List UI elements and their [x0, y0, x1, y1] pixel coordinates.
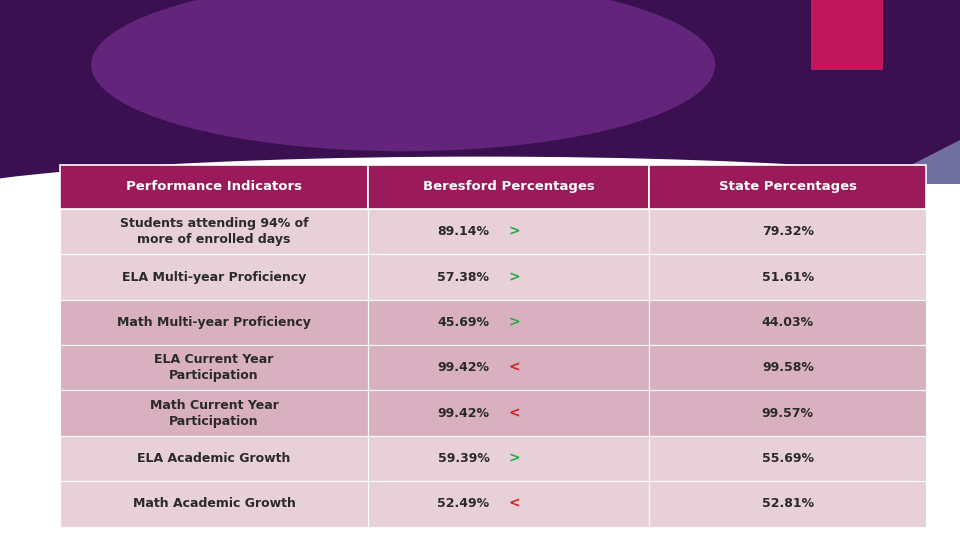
FancyBboxPatch shape [60, 345, 368, 390]
FancyBboxPatch shape [368, 165, 649, 209]
FancyBboxPatch shape [60, 300, 368, 345]
FancyBboxPatch shape [649, 165, 926, 209]
Text: ELA Current Year
Participation: ELA Current Year Participation [155, 353, 274, 382]
FancyBboxPatch shape [60, 390, 368, 436]
Text: 99.42%: 99.42% [438, 407, 490, 420]
FancyBboxPatch shape [368, 481, 649, 526]
FancyBboxPatch shape [0, 0, 960, 205]
Text: 99.57%: 99.57% [762, 407, 814, 420]
FancyBboxPatch shape [368, 390, 649, 436]
Text: 52.81%: 52.81% [762, 497, 814, 510]
FancyBboxPatch shape [811, 0, 883, 70]
Text: ELA Multi-year Proficiency: ELA Multi-year Proficiency [122, 271, 306, 284]
Ellipse shape [0, 157, 960, 254]
FancyBboxPatch shape [60, 165, 368, 209]
Text: Math Current Year
Participation: Math Current Year Participation [150, 399, 278, 428]
Text: Math Multi-year Proficiency: Math Multi-year Proficiency [117, 316, 311, 329]
FancyBboxPatch shape [60, 209, 368, 254]
Text: 79.32%: 79.32% [762, 225, 814, 238]
FancyBboxPatch shape [649, 390, 926, 436]
Text: >: > [509, 451, 520, 465]
Text: 45.69%: 45.69% [438, 316, 490, 329]
FancyBboxPatch shape [368, 436, 649, 481]
Text: <: < [509, 497, 520, 511]
Text: ELA Academic Growth: ELA Academic Growth [137, 452, 291, 465]
Text: 99.58%: 99.58% [762, 361, 814, 374]
Text: >: > [509, 225, 520, 239]
FancyBboxPatch shape [368, 300, 649, 345]
Ellipse shape [91, 0, 715, 151]
Text: 44.03%: 44.03% [762, 316, 814, 329]
Text: Students attending 94% of
more of enrolled days: Students attending 94% of more of enroll… [120, 217, 308, 246]
Text: <: < [509, 406, 520, 420]
FancyBboxPatch shape [368, 345, 649, 390]
Text: 99.42%: 99.42% [438, 361, 490, 374]
FancyBboxPatch shape [649, 300, 926, 345]
Text: 59.39%: 59.39% [438, 452, 490, 465]
Text: State Percentages: State Percentages [719, 180, 857, 193]
FancyBboxPatch shape [60, 436, 368, 481]
FancyBboxPatch shape [649, 209, 926, 254]
Text: 55.69%: 55.69% [762, 452, 814, 465]
FancyBboxPatch shape [649, 254, 926, 300]
FancyBboxPatch shape [649, 481, 926, 526]
FancyBboxPatch shape [60, 481, 368, 526]
Text: Beresford Percentages: Beresford Percentages [422, 180, 594, 193]
Text: 52.49%: 52.49% [437, 497, 490, 510]
FancyBboxPatch shape [649, 436, 926, 481]
FancyBboxPatch shape [649, 345, 926, 390]
Text: Performance Indicators: Performance Indicators [126, 180, 302, 193]
Text: Math Academic Growth: Math Academic Growth [132, 497, 296, 510]
Text: >: > [509, 315, 520, 329]
Text: <: < [509, 361, 520, 375]
Text: 57.38%: 57.38% [438, 271, 490, 284]
Text: 89.14%: 89.14% [438, 225, 490, 238]
Text: 51.61%: 51.61% [762, 271, 814, 284]
FancyBboxPatch shape [60, 254, 368, 300]
Text: >: > [509, 270, 520, 284]
FancyBboxPatch shape [368, 254, 649, 300]
FancyBboxPatch shape [368, 209, 649, 254]
Polygon shape [874, 140, 960, 184]
